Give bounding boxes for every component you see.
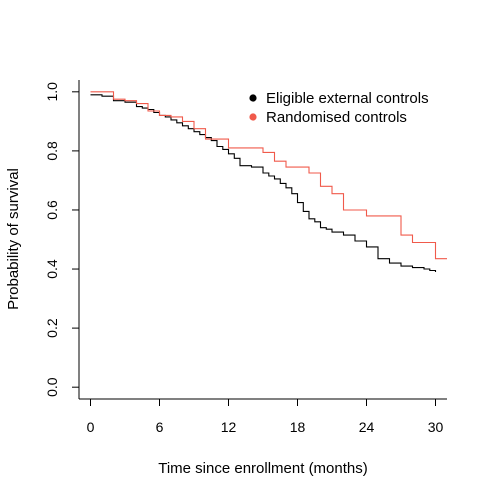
- series-line-2: [90, 91, 447, 260]
- axes-layer: 0 6 12 18 24 30 0.0 0.2 0.4 0.6 0.8 1.0: [44, 80, 447, 435]
- legend-marker-1: [249, 94, 257, 102]
- y-tick-label: 0.6: [44, 200, 60, 220]
- x-tick-label: 6: [156, 419, 164, 435]
- x-tick-label: 30: [428, 419, 444, 435]
- legend-label-2: Randomised controls: [266, 109, 407, 126]
- legend-layer: Eligible external controls Randomised con…: [249, 90, 429, 126]
- y-tick-label: 0.0: [44, 377, 60, 397]
- y-axis-title: Probability of survival: [5, 168, 22, 310]
- y-tick-label: 1.0: [44, 82, 60, 102]
- y-tick-label: 0.2: [44, 318, 60, 338]
- x-tick-label: 0: [87, 419, 95, 435]
- x-tick-label: 18: [290, 419, 306, 435]
- x-tick-label: 24: [359, 419, 375, 435]
- y-tick-label: 0.4: [44, 259, 60, 279]
- x-axis-title: Time since enrollment (months): [158, 460, 368, 477]
- legend-label-1: Eligible external controls: [266, 90, 429, 107]
- y-tick-label: 0.8: [44, 141, 60, 161]
- legend-marker-2: [249, 113, 257, 121]
- series-layer: [90, 91, 447, 272]
- x-tick-label: 12: [221, 419, 237, 435]
